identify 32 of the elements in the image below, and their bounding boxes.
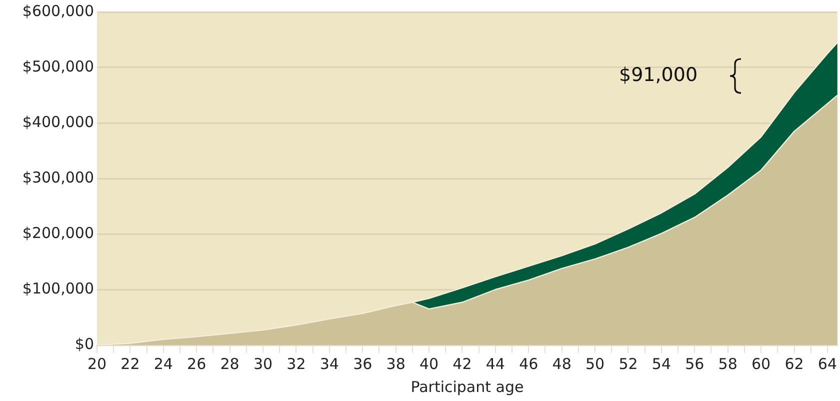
x-tick-label: 48 xyxy=(552,354,572,373)
x-tick-label: 54 xyxy=(652,354,671,373)
x-tick-label: 46 xyxy=(519,354,538,373)
x-tick-label: 60 xyxy=(752,354,771,373)
x-tick-label: 42 xyxy=(452,354,472,373)
x-tick-label: 32 xyxy=(286,354,306,373)
x-tick-label: 20 xyxy=(87,354,107,373)
y-tick-label: $100,000 xyxy=(22,279,94,298)
x-tick-label: 44 xyxy=(486,354,505,373)
y-tick-label: $400,000 xyxy=(22,112,94,131)
x-tick-label: 34 xyxy=(320,354,339,373)
x-tick-label: 30 xyxy=(253,354,273,373)
y-tick-label: $600,000 xyxy=(22,2,94,20)
x-axis-title: Participant age xyxy=(410,378,524,396)
x-tick-label: 36 xyxy=(353,354,372,373)
x-tick-label: 40 xyxy=(419,354,439,373)
x-tick-label: 56 xyxy=(685,354,704,373)
x-tick-label: 24 xyxy=(154,354,173,373)
y-tick-label: $300,000 xyxy=(22,168,94,186)
x-tick-label: 50 xyxy=(585,354,605,373)
annotation: $91,000 xyxy=(618,64,698,86)
x-tick-label: 26 xyxy=(187,354,206,373)
y-tick-label: $200,000 xyxy=(22,224,94,242)
y-tick-label: $0 xyxy=(74,334,94,353)
x-tick-label: 52 xyxy=(618,354,638,373)
x-tick-label: 62 xyxy=(784,354,804,373)
x-tick-label: 64 xyxy=(818,354,838,373)
y-tick-label: $500,000 xyxy=(22,57,94,76)
x-tick-label: 38 xyxy=(386,354,406,373)
x-tick-label: 22 xyxy=(120,354,140,373)
x-tick-label: 58 xyxy=(718,354,738,373)
x-tick-label: 28 xyxy=(220,354,240,373)
